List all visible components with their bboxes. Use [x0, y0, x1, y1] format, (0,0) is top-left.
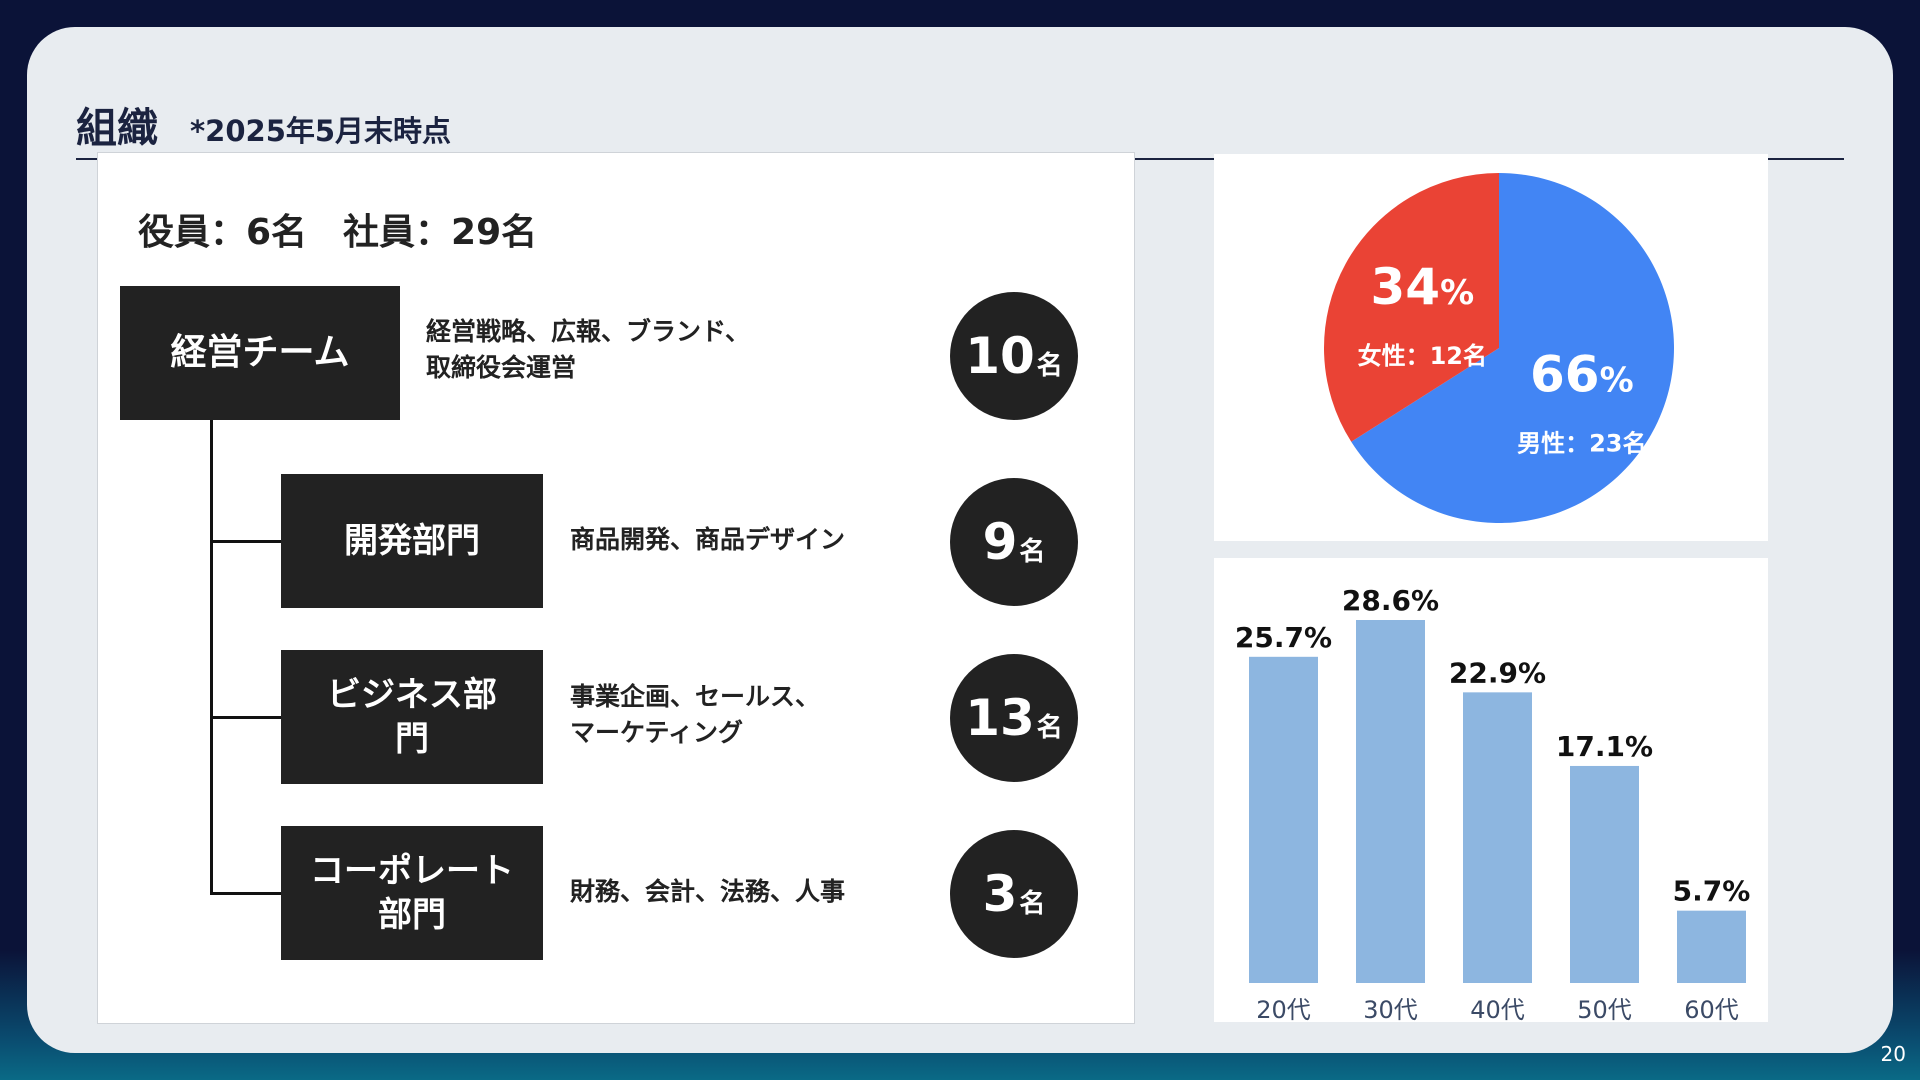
development-department-box: 開発部門	[281, 474, 543, 608]
business-department-box: ビジネス部 門	[281, 650, 543, 784]
bar-category-label: 20代	[1256, 996, 1311, 1022]
department-label: コーポレート	[310, 850, 514, 891]
pie-slice	[1351, 173, 1674, 523]
count-unit: 名	[1019, 888, 1046, 919]
org-chart-panel: 役員：6名 社員：29名 経営チーム 経営戦略、広報、ブランド、 取締役会運営 …	[97, 152, 1135, 1024]
pie-slice-label: 女性：12名	[1358, 342, 1487, 370]
age-bar-chart: 25.7% 20代 28.6% 30代 22.9% 40代 17.1% 50代 5.7% 60代	[1235, 584, 1751, 1024]
bar-data-label: 22.9%	[1449, 656, 1546, 689]
bar-category-label: 60代	[1684, 996, 1739, 1022]
bar-category-label: 50代	[1577, 996, 1632, 1022]
management-team-description: 経営戦略、広報、ブランド、 取締役会運営	[426, 314, 750, 387]
page-subtitle: *2025年5月末時点	[190, 114, 452, 148]
bar-data-label: 25.7%	[1235, 621, 1332, 654]
age-bar-panel: 25.7% 20代 28.6% 30代 22.9% 40代 17.1% 50代 5.7% 60代	[1214, 558, 1768, 1024]
management-team-box: 経営チーム	[120, 286, 400, 420]
development-department-description: 商品開発、商品デザイン	[570, 522, 845, 558]
count-number: 9	[982, 513, 1018, 571]
description-line: 商品開発、商品デザイン	[570, 525, 846, 554]
age-bar	[1677, 910, 1746, 983]
count-unit: 名	[1036, 350, 1063, 381]
description-line: マーケティング	[570, 718, 744, 748]
corporate-department-description: 財務、会計、法務、人事	[570, 874, 845, 910]
tree-branch-line	[210, 716, 281, 719]
count-number: 10	[965, 327, 1035, 385]
tree-branch-line	[210, 892, 281, 895]
tree-trunk-line	[210, 420, 213, 894]
count-unit: 名	[1036, 712, 1063, 743]
gender-pie-chart: 66% 男性：23名 34% 女性：12名	[1324, 173, 1674, 523]
count-number: 13	[965, 689, 1035, 747]
pie-percent-label: 34%	[1370, 258, 1474, 316]
gender-pie-panel: 66% 男性：23名 34% 女性：12名	[1214, 154, 1768, 541]
bar-category-label: 30代	[1363, 996, 1418, 1022]
tree-branch-line	[210, 540, 281, 543]
bar-data-label: 17.1%	[1556, 730, 1653, 763]
age-bar	[1249, 656, 1318, 983]
corporate-department-box: コーポレート 部門	[281, 826, 543, 960]
department-label: 門	[395, 719, 429, 759]
count-unit: 名	[1019, 536, 1046, 567]
management-team-count: 10 名	[950, 292, 1078, 420]
headcount-summary: 役員：6名 社員：29名	[138, 212, 538, 253]
description-line: 事業企画、セールス、	[570, 682, 821, 711]
page-number: 20	[1880, 1042, 1906, 1066]
pie-slice	[1324, 173, 1499, 442]
bar-data-label: 5.7%	[1673, 875, 1751, 908]
pie-slice-label: 男性：23名	[1517, 430, 1646, 458]
description-line: 経営戦略、広報、ブランド、	[426, 317, 751, 346]
department-label: 部門	[378, 895, 446, 935]
age-bar	[1356, 620, 1425, 983]
bar-data-label: 28.6%	[1342, 584, 1439, 617]
age-bar	[1463, 692, 1532, 983]
business-department-count: 13 名	[950, 654, 1078, 782]
description-line: 財務、会計、法務、人事	[570, 877, 846, 906]
slide: 組織 *2025年5月末時点 役員：6名 社員：29名 経営チーム 経営戦略、広…	[27, 27, 1893, 1053]
slide-header: 組織 *2025年5月末時点	[76, 70, 1844, 160]
department-label: 開発部門	[344, 520, 480, 561]
description-line: 取締役会運営	[426, 353, 577, 383]
pie-percent-label: 66%	[1530, 346, 1634, 404]
count-number: 3	[982, 865, 1018, 923]
age-bar	[1570, 765, 1639, 983]
department-label: ビジネス部	[327, 674, 497, 715]
page-title: 組織	[76, 104, 158, 152]
business-department-description: 事業企画、セールス、 マーケティング	[570, 679, 820, 752]
bar-category-label: 40代	[1470, 996, 1525, 1022]
